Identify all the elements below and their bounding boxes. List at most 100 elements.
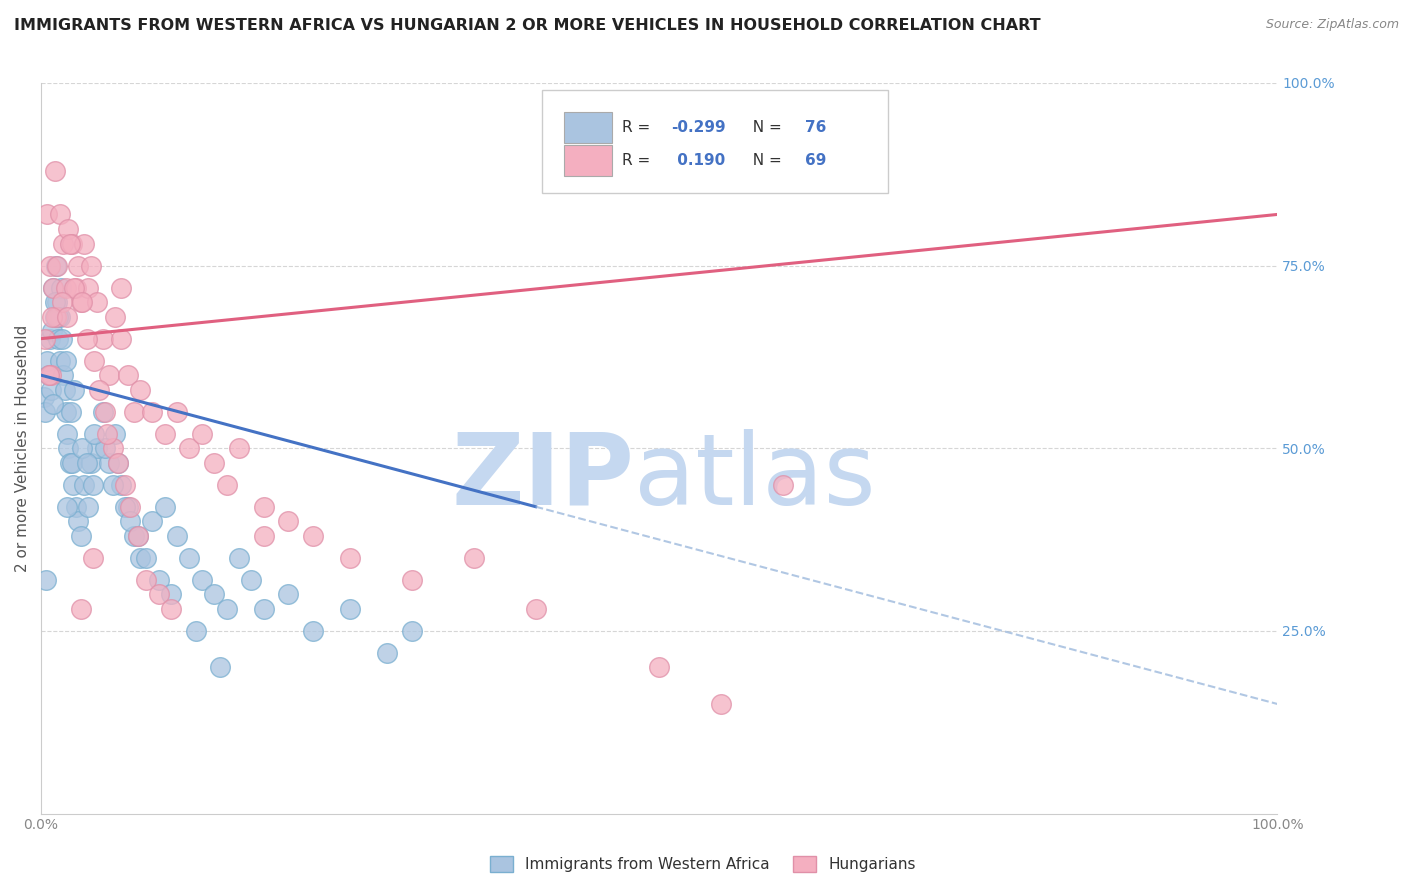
Point xyxy=(67,514,90,528)
Point xyxy=(63,383,86,397)
Point xyxy=(160,602,183,616)
Point xyxy=(69,529,91,543)
Point xyxy=(34,332,56,346)
Point xyxy=(110,280,132,294)
Point xyxy=(117,500,139,514)
Point xyxy=(401,573,423,587)
Point xyxy=(101,442,124,456)
Point xyxy=(202,456,225,470)
FancyBboxPatch shape xyxy=(541,90,887,193)
Point xyxy=(48,353,70,368)
Point xyxy=(58,442,80,456)
Point xyxy=(42,397,65,411)
Point xyxy=(58,222,80,236)
Point xyxy=(55,280,77,294)
Point xyxy=(56,310,79,324)
Point xyxy=(55,353,77,368)
Point xyxy=(52,236,75,251)
Point xyxy=(166,529,188,543)
Text: 69: 69 xyxy=(806,153,827,168)
Point xyxy=(37,353,59,368)
Point xyxy=(53,383,76,397)
Point xyxy=(76,456,98,470)
Point xyxy=(120,500,142,514)
Point xyxy=(191,573,214,587)
Point xyxy=(240,573,263,587)
Point xyxy=(122,529,145,543)
Point xyxy=(122,405,145,419)
Point xyxy=(524,602,547,616)
Point xyxy=(49,280,72,294)
Point xyxy=(42,280,65,294)
Point xyxy=(98,456,121,470)
Point xyxy=(46,259,69,273)
Point xyxy=(202,587,225,601)
Point xyxy=(110,332,132,346)
Point xyxy=(73,477,96,491)
Point xyxy=(91,405,114,419)
Point xyxy=(86,442,108,456)
Point xyxy=(45,259,67,273)
Point xyxy=(41,310,63,324)
Point xyxy=(302,529,325,543)
Point xyxy=(148,587,170,601)
Point xyxy=(648,660,671,674)
Text: 76: 76 xyxy=(806,120,827,135)
Text: atlas: atlas xyxy=(634,429,876,526)
Point xyxy=(114,477,136,491)
Point xyxy=(44,163,66,178)
Point xyxy=(69,602,91,616)
Point xyxy=(70,295,93,310)
Point xyxy=(710,697,733,711)
Point xyxy=(141,405,163,419)
Point xyxy=(160,587,183,601)
Point xyxy=(58,236,80,251)
Point xyxy=(127,529,149,543)
Point xyxy=(86,295,108,310)
Text: -0.299: -0.299 xyxy=(672,120,725,135)
Point xyxy=(184,624,207,638)
Point xyxy=(79,456,101,470)
Legend: Immigrants from Western Africa, Hungarians: Immigrants from Western Africa, Hungaria… xyxy=(482,848,924,880)
Point xyxy=(35,573,58,587)
Point xyxy=(179,442,201,456)
Point xyxy=(44,310,66,324)
Point xyxy=(60,456,83,470)
Point xyxy=(48,332,70,346)
Point xyxy=(44,295,66,310)
Point xyxy=(65,280,87,294)
Text: Source: ZipAtlas.com: Source: ZipAtlas.com xyxy=(1265,18,1399,31)
Point xyxy=(94,405,117,419)
Point xyxy=(69,295,91,310)
Point xyxy=(45,310,67,324)
Point xyxy=(62,477,84,491)
Point xyxy=(60,236,83,251)
Point xyxy=(107,456,129,470)
Point xyxy=(96,426,118,441)
Point xyxy=(91,332,114,346)
Point xyxy=(148,573,170,587)
Point xyxy=(153,500,176,514)
Text: 0.190: 0.190 xyxy=(672,153,725,168)
Point xyxy=(56,500,79,514)
Point xyxy=(127,529,149,543)
Point xyxy=(59,405,82,419)
Point xyxy=(83,426,105,441)
Point xyxy=(98,368,121,383)
Point xyxy=(252,602,274,616)
Text: N =: N = xyxy=(744,120,787,135)
Point xyxy=(77,280,100,294)
Point xyxy=(82,477,104,491)
Point xyxy=(120,514,142,528)
Point xyxy=(401,624,423,638)
Text: R =: R = xyxy=(621,153,655,168)
Point xyxy=(32,390,55,404)
Point xyxy=(79,259,101,273)
Point xyxy=(77,500,100,514)
Point xyxy=(58,456,80,470)
Point xyxy=(277,514,299,528)
Point xyxy=(38,368,60,383)
Point xyxy=(42,280,65,294)
Point xyxy=(38,259,60,273)
FancyBboxPatch shape xyxy=(564,145,612,176)
